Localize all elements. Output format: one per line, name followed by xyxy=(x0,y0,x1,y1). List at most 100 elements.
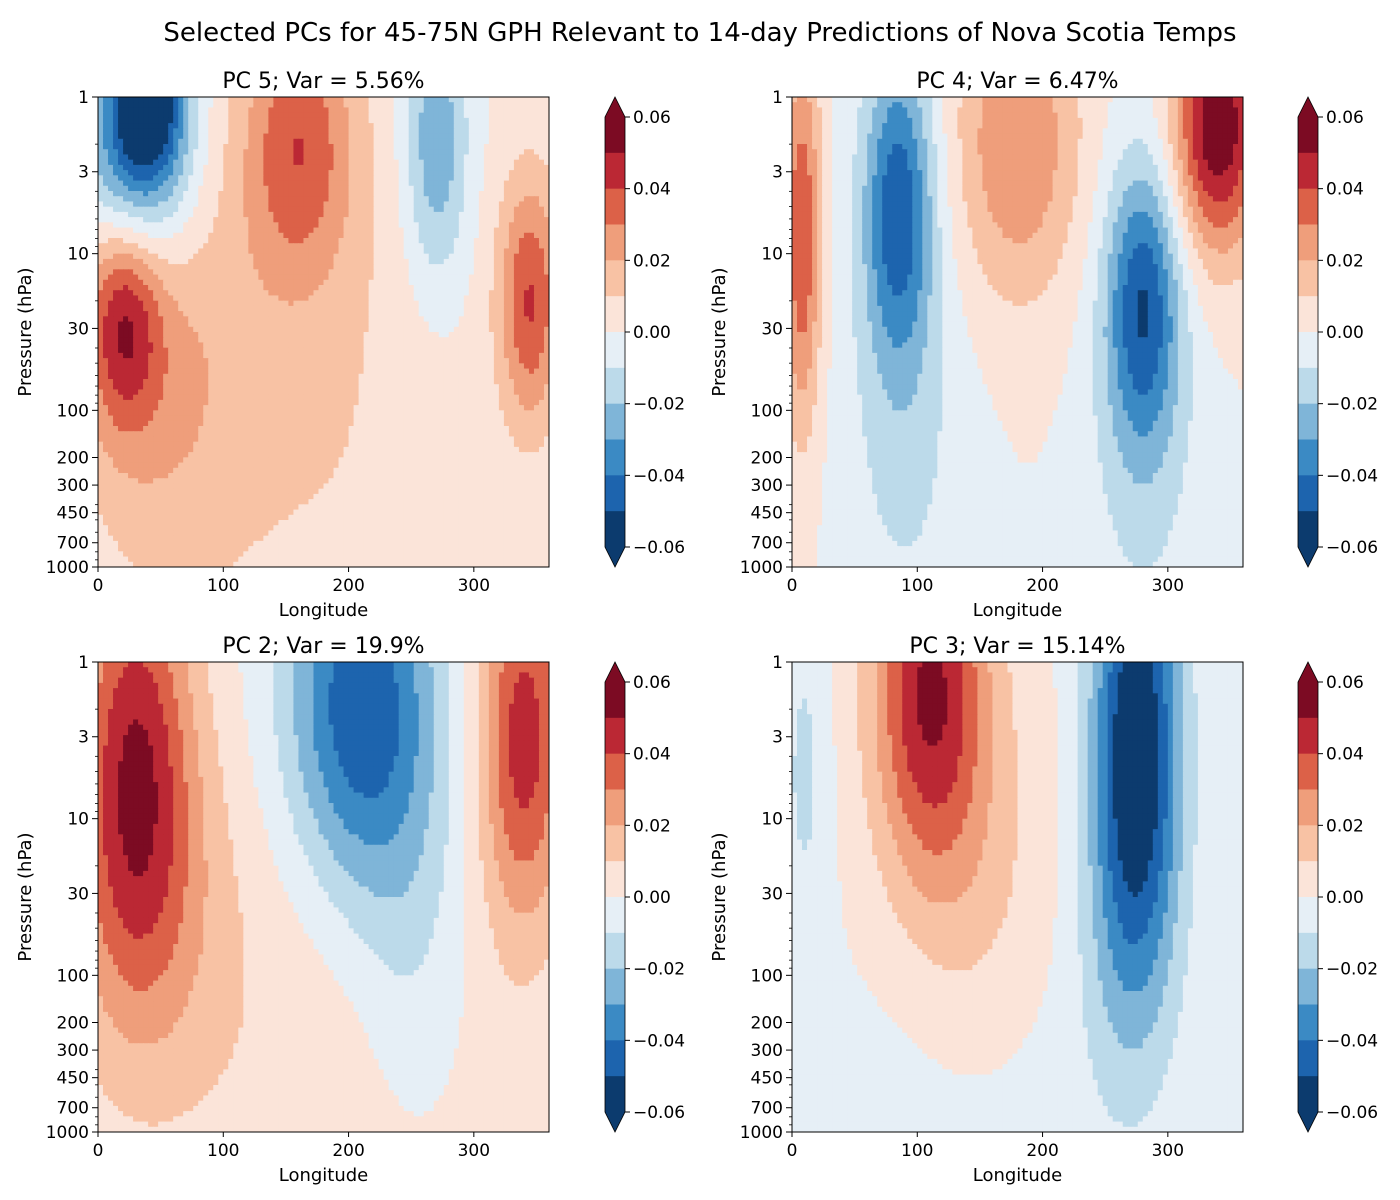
plot-frame xyxy=(791,96,1244,568)
colorbar-segment xyxy=(605,932,625,970)
colorbar-tick-label: 0.00 xyxy=(633,888,671,908)
figure-title: Selected PCs for 45-75N GPH Relevant to … xyxy=(0,18,1400,48)
colorbar-tick-label: 0.04 xyxy=(1326,180,1364,200)
colorbar-extend-bottom xyxy=(605,547,625,567)
colorbar-tick-label: −0.06 xyxy=(1326,538,1378,558)
x-tick-label: 100 xyxy=(207,1141,239,1161)
y-tick-label: 200 xyxy=(751,448,783,468)
colorbar-segment xyxy=(1298,260,1318,297)
y-tick-label: 1 xyxy=(772,88,783,108)
colorbar-extend-top xyxy=(605,97,625,117)
y-tick-label: 200 xyxy=(57,448,89,468)
x-tick-label: 200 xyxy=(332,1141,364,1161)
x-tick-label: 200 xyxy=(1026,576,1058,596)
colorbar-segment xyxy=(605,753,625,790)
contour-field xyxy=(792,662,1243,1132)
colorbar-segment xyxy=(1298,152,1318,190)
y-tick-label: 1 xyxy=(78,88,89,108)
colorbar-tick-label: 0.02 xyxy=(1326,816,1364,836)
colorbar-segment xyxy=(1298,789,1318,826)
colorbar-segment xyxy=(1298,403,1318,440)
x-tick-label: 300 xyxy=(1152,1141,1184,1161)
colorbar-segment xyxy=(605,152,625,190)
colorbar-tick-label: −0.02 xyxy=(633,960,685,980)
colorbar-tick-label: 0.02 xyxy=(1326,251,1364,271)
colorbar-tick-label: −0.04 xyxy=(1326,1031,1378,1051)
colorbar-segment xyxy=(1298,682,1318,719)
subplot-title: PC 5; Var = 5.56% xyxy=(222,69,424,94)
y-axis-label: Pressure (hPa) xyxy=(709,832,730,961)
colorbar-extend-top xyxy=(1298,97,1318,117)
y-axis-label: Pressure (hPa) xyxy=(709,267,730,396)
colorbar-tick-label: −0.04 xyxy=(633,1031,685,1051)
x-tick-label: 0 xyxy=(93,1141,104,1161)
colorbar-tick-label: 0.06 xyxy=(633,108,671,128)
y-tick-label: 450 xyxy=(57,504,89,524)
x-tick-label: 200 xyxy=(332,576,364,596)
y-tick-label: 3 xyxy=(772,728,783,748)
colorbar-tick-label: 0.06 xyxy=(1326,108,1364,128)
plot-frame xyxy=(97,661,550,1133)
y-tick-label: 100 xyxy=(57,966,89,986)
colorbar-tick-label: −0.04 xyxy=(633,466,685,486)
y-tick-label: 450 xyxy=(57,1069,89,1089)
colorbar-segment xyxy=(1298,224,1318,261)
y-tick-label: 1 xyxy=(78,653,89,673)
colorbar-tick-label: 0.04 xyxy=(633,180,671,200)
colorbar-tick-label: −0.04 xyxy=(1326,466,1378,486)
y-tick-label: 300 xyxy=(751,1041,783,1061)
colorbar-tick-label: −0.06 xyxy=(1326,1103,1378,1123)
x-axis-label: Longitude xyxy=(279,600,369,621)
y-tick-label: 30 xyxy=(761,319,783,339)
colorbar-segment xyxy=(605,717,625,755)
x-tick-label: 300 xyxy=(458,1141,490,1161)
colorbar-segment xyxy=(1298,117,1318,154)
y-tick-label: 300 xyxy=(57,1041,89,1061)
y-tick-label: 300 xyxy=(57,476,89,496)
y-tick-label: 10 xyxy=(761,245,783,265)
y-tick-label: 100 xyxy=(751,966,783,986)
colorbar-tick-label: 0.00 xyxy=(1326,888,1364,908)
subplot-pc2: PC 2; Var = 19.9% 0 100 200 300 Longitude 1 3 10… xyxy=(15,634,685,1186)
colorbar-tick-label: 0.06 xyxy=(633,673,671,693)
colorbar-segment xyxy=(605,296,625,333)
y-tick-label: 1000 xyxy=(740,558,783,578)
colorbar-segment xyxy=(605,332,625,369)
y-tick-label: 3 xyxy=(78,163,89,183)
colorbar-segment xyxy=(1298,825,1318,862)
subplot-pc5: PC 5; Var = 5.56% 0 100 200 300 Longitude 1 3 10… xyxy=(15,69,685,621)
y-tick-label: 3 xyxy=(78,728,89,748)
y-axis-label: Pressure (hPa) xyxy=(15,267,36,396)
x-tick-label: 100 xyxy=(207,576,239,596)
colorbar-segment xyxy=(605,188,625,225)
contour-field xyxy=(98,97,549,567)
colorbar-segment xyxy=(1298,968,1318,1005)
colorbar-segment xyxy=(605,1040,625,1077)
y-tick-label: 3 xyxy=(772,163,783,183)
colorbar-segment xyxy=(605,117,625,154)
y-tick-label: 10 xyxy=(67,245,89,265)
x-tick-label: 0 xyxy=(787,576,798,596)
colorbar-segment xyxy=(1298,511,1318,548)
subplot-title: PC 4; Var = 6.47% xyxy=(916,69,1118,94)
y-tick-label: 700 xyxy=(57,1099,89,1119)
colorbar-segment xyxy=(1298,1076,1318,1113)
colorbar-segment xyxy=(605,511,625,548)
colorbar-segment xyxy=(605,475,625,512)
x-tick-label: 200 xyxy=(1026,1141,1058,1161)
colorbar-segment xyxy=(1298,367,1318,405)
colorbar-segment xyxy=(605,224,625,261)
colorbar-segment xyxy=(1298,717,1318,755)
colorbar-segment xyxy=(1298,1004,1318,1041)
y-tick-label: 300 xyxy=(751,476,783,496)
colorbar-segment xyxy=(1298,897,1318,934)
contour-field xyxy=(792,97,1243,567)
y-tick-label: 700 xyxy=(751,534,783,554)
x-tick-label: 300 xyxy=(1152,576,1184,596)
y-tick-label: 100 xyxy=(57,401,89,421)
colorbar-segment xyxy=(605,968,625,1005)
subplot-title: PC 2; Var = 19.9% xyxy=(222,634,424,659)
x-tick-label: 300 xyxy=(458,576,490,596)
y-tick-label: 30 xyxy=(67,319,89,339)
